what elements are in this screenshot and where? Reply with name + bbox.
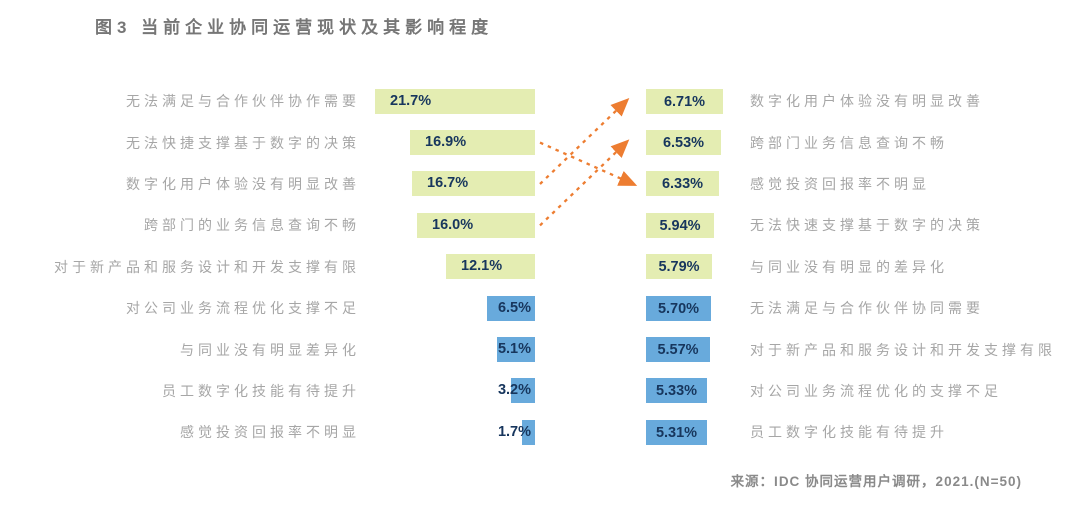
right-bar-value: 5.70% bbox=[657, 300, 700, 317]
left-bar-zone: 1.7% bbox=[375, 412, 535, 453]
right-item-label: 员工数字化技能有待提升 bbox=[750, 424, 948, 441]
left-bar-zone: 16.7% bbox=[375, 163, 535, 204]
right-bar-value: 5.94% bbox=[659, 217, 701, 234]
chart-row: 对于新产品和服务设计和开发支撑有限 12.1% 5.79% 与同业没有明显的差异化 bbox=[0, 246, 1080, 287]
left-bar: 16.7% bbox=[412, 171, 535, 197]
right-bar: 5.79% bbox=[646, 254, 712, 280]
left-bar: 1.7% bbox=[498, 419, 535, 445]
right-bar: 6.71% bbox=[646, 88, 723, 114]
chart-row: 无法快捷支撑基于数字的决策 16.9% 6.53% 跨部门业务信息查询不畅 bbox=[0, 122, 1080, 163]
left-bar-zone: 16.0% bbox=[375, 205, 535, 246]
left-bar-zone: 16.9% bbox=[375, 122, 535, 163]
left-bar: 16.0% bbox=[417, 212, 535, 238]
left-item-label: 对公司业务流程优化支撑不足 bbox=[126, 300, 360, 317]
chart-row: 无法满足与合作伙伴协作需要 21.7% 6.71% 数字化用户体验没有明显改善 bbox=[0, 81, 1080, 122]
right-bar-zone: 5.33% bbox=[646, 370, 756, 411]
right-bar-value: 5.57% bbox=[657, 341, 699, 358]
right-bar-zone: 5.70% bbox=[646, 288, 756, 329]
left-bar-value: 16.9% bbox=[425, 133, 467, 150]
right-bar-zone: 5.79% bbox=[646, 246, 756, 287]
source-note: 来源：IDC 协同运营用户调研，2021.(N=50) bbox=[730, 474, 1022, 489]
right-bar-value: 6.33% bbox=[661, 176, 704, 193]
left-bar: 16.9% bbox=[410, 129, 535, 155]
right-bar: 5.94% bbox=[646, 212, 714, 238]
right-bar: 5.70% bbox=[646, 295, 711, 321]
left-bar-zone: 6.5% bbox=[375, 288, 535, 329]
right-bar-zone: 5.94% bbox=[646, 205, 756, 246]
left-item-label: 跨部门的业务信息查询不畅 bbox=[144, 217, 360, 234]
left-bar-zone: 12.1% bbox=[375, 246, 535, 287]
chart-row: 感觉投资回报率不明显 1.7% 5.31% 员工数字化技能有待提升 bbox=[0, 412, 1080, 453]
right-item-label: 无法满足与合作伙伴协同需要 bbox=[750, 300, 984, 317]
right-item-label: 对公司业务流程优化的支撑不足 bbox=[750, 382, 1002, 399]
left-bar-value: 5.1% bbox=[497, 340, 531, 357]
left-item-label: 对于新产品和服务设计和开发支撑有限 bbox=[54, 258, 360, 275]
left-item-label: 无法快捷支撑基于数字的决策 bbox=[126, 134, 360, 151]
right-bar-zone: 5.57% bbox=[646, 329, 756, 370]
right-bar-zone: 6.33% bbox=[646, 163, 756, 204]
right-bar-value: 6.71% bbox=[663, 93, 706, 110]
left-bar-value: 21.7% bbox=[390, 92, 432, 109]
right-bar-value: 5.33% bbox=[655, 383, 698, 400]
right-bar: 6.53% bbox=[646, 129, 721, 155]
chart-row: 跨部门的业务信息查询不畅 16.0% 5.94% 无法快速支撑基于数字的决策 bbox=[0, 205, 1080, 246]
chart-row: 对公司业务流程优化支撑不足 6.5% 5.70% 无法满足与合作伙伴协同需要 bbox=[0, 288, 1080, 329]
chart-row: 员工数字化技能有待提升 3.2% 5.33% 对公司业务流程优化的支撑不足 bbox=[0, 370, 1080, 411]
right-bar-zone: 5.31% bbox=[646, 412, 756, 453]
figure-title: 图3 当前企业协同运营现状及其影响程度 bbox=[95, 18, 494, 37]
left-bar-value: 16.7% bbox=[427, 175, 469, 192]
right-bar: 6.33% bbox=[646, 171, 719, 197]
left-bar: 12.1% bbox=[446, 254, 535, 280]
right-bar-value: 5.79% bbox=[658, 259, 700, 276]
right-bar-zone: 6.53% bbox=[646, 122, 756, 163]
left-item-label: 无法满足与合作伙伴协作需要 bbox=[126, 93, 360, 110]
right-item-label: 数字化用户体验没有明显改善 bbox=[750, 93, 984, 110]
left-bar: 3.2% bbox=[498, 378, 535, 404]
left-bar-value: 3.2% bbox=[497, 382, 531, 399]
left-bar-value: 6.5% bbox=[497, 299, 531, 316]
left-item-label: 与同业没有明显差异化 bbox=[180, 341, 360, 358]
right-item-label: 感觉投资回报率不明显 bbox=[750, 175, 930, 192]
right-bar-value: 5.31% bbox=[655, 424, 698, 441]
left-bar-value: 1.7% bbox=[497, 423, 531, 440]
right-bar-value: 6.53% bbox=[662, 134, 705, 151]
right-bar: 5.31% bbox=[646, 419, 707, 445]
right-bar: 5.57% bbox=[646, 336, 710, 362]
chart-row: 与同业没有明显差异化 5.1% 5.57% 对于新产品和服务设计和开发支撑有限 bbox=[0, 329, 1080, 370]
left-item-label: 员工数字化技能有待提升 bbox=[162, 382, 360, 399]
right-item-label: 与同业没有明显的差异化 bbox=[750, 258, 948, 275]
left-bar: 21.7% bbox=[375, 88, 535, 114]
left-item-label: 数字化用户体验没有明显改善 bbox=[126, 175, 360, 192]
left-bar-zone: 21.7% bbox=[375, 81, 535, 122]
right-item-label: 对于新产品和服务设计和开发支撑有限 bbox=[750, 341, 1056, 358]
right-bar-zone: 6.71% bbox=[646, 81, 756, 122]
left-bar: 5.1% bbox=[497, 336, 535, 362]
left-bar-value: 12.1% bbox=[461, 258, 503, 275]
left-bar-zone: 3.2% bbox=[375, 370, 535, 411]
chart-row: 数字化用户体验没有明显改善 16.7% 6.33% 感觉投资回报率不明显 bbox=[0, 163, 1080, 204]
left-bar-zone: 5.1% bbox=[375, 329, 535, 370]
right-item-label: 无法快速支撑基于数字的决策 bbox=[750, 217, 984, 234]
left-item-label: 感觉投资回报率不明显 bbox=[180, 424, 360, 441]
left-bar-value: 16.0% bbox=[432, 216, 474, 233]
left-bar: 6.5% bbox=[487, 295, 535, 321]
right-bar: 5.33% bbox=[646, 378, 707, 404]
right-item-label: 跨部门业务信息查询不畅 bbox=[750, 134, 948, 151]
